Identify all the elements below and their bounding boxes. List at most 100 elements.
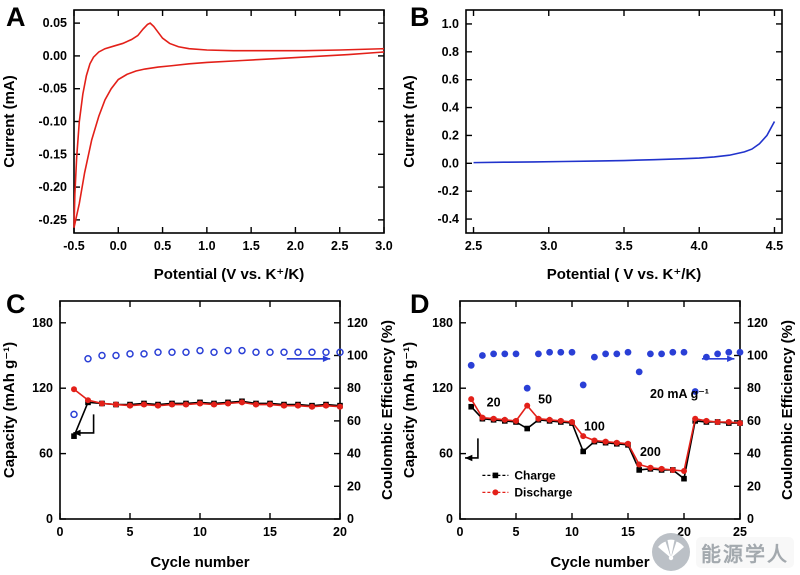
panel-letter-c: C [6, 289, 26, 319]
svg-text:60: 60 [39, 447, 53, 461]
panel-b-lsv: 2.5 3.0 3.5 4.0 4.5 1.0 0.8 0.6 0.4 0.2 0.0 -0.2 -0.… [400, 0, 800, 287]
svg-text:100: 100 [747, 348, 768, 362]
svg-text:3.0: 3.0 [540, 239, 557, 253]
cv-chart: -0.5 0.0 0.5 1.0 1.5 2.0 2.5 3.0 0.05 0.00 -0.05 -0… [1, 9, 393, 283]
axes: 2.5 3.0 3.5 4.0 4.5 1.0 0.8 0.6 0.4 0.2 0.0 -0.2 -0.… [401, 10, 783, 283]
svg-text:3.0: 3.0 [375, 239, 392, 253]
svg-text:Charge: Charge [514, 468, 556, 482]
plot-area-B: 2.5 3.0 3.5 4.0 4.5 1.0 0.8 0.6 0.4 0.2 0.0 -0.2 -0.… [401, 9, 783, 283]
svg-text:0.8: 0.8 [442, 45, 459, 59]
panel-letter-a: A [6, 2, 26, 32]
svg-text:15: 15 [263, 525, 277, 539]
svg-text:Discharge: Discharge [514, 485, 572, 499]
svg-text:Cycle number: Cycle number [550, 554, 649, 571]
svg-text:4.5: 4.5 [766, 239, 783, 253]
svg-text:0.0: 0.0 [110, 239, 127, 253]
svg-text:80: 80 [747, 381, 761, 395]
svg-text:20: 20 [677, 525, 691, 539]
svg-text:-0.5: -0.5 [63, 239, 85, 253]
svg-text:100: 100 [347, 348, 368, 362]
svg-text:-0.10: -0.10 [39, 115, 68, 129]
svg-text:0.00: 0.00 [43, 49, 67, 63]
svg-text:-0.20: -0.20 [39, 180, 68, 194]
svg-text:10: 10 [193, 525, 207, 539]
svg-text:-0.05: -0.05 [39, 82, 68, 96]
svg-text:Capacity (mAh g⁻¹): Capacity (mAh g⁻¹) [401, 342, 418, 478]
lsv-chart: 2.5 3.0 3.5 4.0 4.5 1.0 0.8 0.6 0.4 0.2 0.0 -0.2 -0.… [401, 9, 783, 283]
rate-annotation: 20 mA g⁻¹ [650, 387, 709, 401]
svg-text:0: 0 [446, 512, 453, 526]
rate-annotation: 50 [538, 392, 552, 406]
cv-curve-series [73, 22, 385, 228]
svg-text:0.4: 0.4 [442, 101, 459, 115]
svg-text:3.5: 3.5 [615, 239, 632, 253]
svg-text:180: 180 [432, 316, 453, 330]
discharge-series [468, 396, 743, 475]
svg-text:60: 60 [347, 414, 361, 428]
svg-text:1.0: 1.0 [198, 239, 215, 253]
svg-text:-0.15: -0.15 [39, 147, 68, 161]
svg-text:-0.25: -0.25 [39, 213, 68, 227]
svg-text:0.0: 0.0 [442, 156, 459, 170]
svg-text:0: 0 [46, 512, 53, 526]
svg-text:0.6: 0.6 [442, 73, 459, 87]
svg-text:0: 0 [747, 512, 754, 526]
svg-text:10: 10 [565, 525, 579, 539]
svg-text:15: 15 [621, 525, 635, 539]
plot-area-A: -0.5 0.0 0.5 1.0 1.5 2.0 2.5 3.0 0.05 0.00 -0.05 -0… [1, 9, 393, 283]
svg-text:4.0: 4.0 [691, 239, 708, 253]
svg-text:Potential (V vs. K⁺/K): Potential (V vs. K⁺/K) [154, 266, 304, 283]
plot-area-D: 0 5 10 15 20 25060120180020406080100120Cycle … [401, 300, 796, 571]
svg-text:5: 5 [127, 525, 134, 539]
svg-text:120: 120 [747, 316, 768, 330]
coulombic-efficiency-series [70, 346, 344, 419]
svg-text:0: 0 [57, 525, 64, 539]
panel-d-rate: 0 5 10 15 20 25 0 60 120 180 0 20 40 60 80 100 120 Cycle … [400, 287, 800, 575]
legend: Charge Discharge [482, 468, 573, 499]
svg-text:2.5: 2.5 [465, 239, 482, 253]
svg-text:0: 0 [347, 512, 354, 526]
svg-text:0.5: 0.5 [154, 239, 171, 253]
svg-text:120: 120 [432, 381, 453, 395]
svg-text:120: 120 [347, 316, 368, 330]
rate-annotation: 20 [487, 396, 501, 410]
svg-text:180: 180 [32, 316, 53, 330]
svg-text:60: 60 [439, 447, 453, 461]
svg-text:2.0: 2.0 [287, 239, 304, 253]
svg-text:80: 80 [347, 381, 361, 395]
coulombic-efficiency-series [467, 348, 744, 395]
discharge-series [71, 386, 343, 410]
svg-text:40: 40 [747, 447, 761, 461]
svg-text:Capacity (mAh g⁻¹): Capacity (mAh g⁻¹) [1, 342, 18, 478]
svg-text:Current (mA): Current (mA) [1, 75, 18, 168]
svg-text:60: 60 [747, 414, 761, 428]
axes: 0 5 10 15 20 25060120180020406080100120Cycle … [401, 301, 796, 571]
svg-text:40: 40 [347, 447, 361, 461]
cv-curve-line [73, 22, 385, 228]
fan-logo-icon [652, 533, 690, 571]
watermark-text: 能源学人 [696, 536, 794, 568]
rate-annotation: 100 [584, 420, 605, 434]
svg-text:Cycle number: Cycle number [150, 554, 249, 571]
lsv-curve-series [473, 121, 776, 164]
svg-text:20: 20 [347, 479, 361, 493]
svg-text:0.05: 0.05 [43, 16, 67, 30]
svg-text:0.2: 0.2 [442, 128, 459, 142]
panel-letter-b: B [410, 2, 430, 32]
axes: -0.5 0.0 0.5 1.0 1.5 2.0 2.5 3.0 0.05 0.00 -0.05 -0… [1, 10, 393, 283]
svg-text:2.5: 2.5 [331, 239, 348, 253]
svg-text:25: 25 [733, 525, 747, 539]
svg-text:Coulombic Efficiency (%): Coulombic Efficiency (%) [779, 320, 796, 500]
panel-c-cycling: 0 5 10 15 20 0 60 120 180 0 20 40 60 80 100 120 Cycle nu… [0, 287, 400, 575]
svg-text:20: 20 [747, 479, 761, 493]
svg-text:Coulombic Efficiency (%): Coulombic Efficiency (%) [379, 320, 396, 500]
svg-text:0: 0 [457, 525, 464, 539]
rate-annotation: 200 [640, 445, 661, 459]
svg-text:-0.2: -0.2 [437, 184, 459, 198]
rate-capability-chart: 0 5 10 15 20 25060120180020406080100120Cycle … [401, 300, 796, 571]
svg-text:-0.4: -0.4 [437, 212, 459, 226]
